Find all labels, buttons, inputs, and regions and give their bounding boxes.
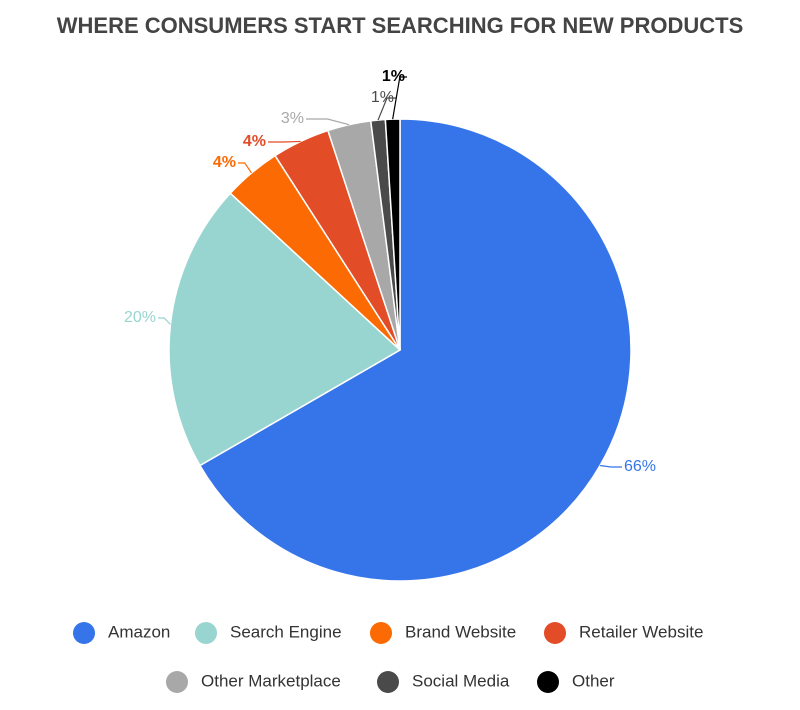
leader-line [392,76,407,120]
legend-marker [377,671,399,693]
chart-title: WHERE CONSUMERS START SEARCHING FOR NEW … [57,13,744,38]
legend-label: Search Engine [230,622,342,641]
legend-marker [537,671,559,693]
legend-marker [370,622,392,644]
data-label: 20% [124,309,156,326]
data-label: 1% [382,68,405,85]
legend-label: Retailer Website [579,622,703,641]
legend-marker [195,622,217,644]
data-label: 4% [213,154,236,171]
leader-line [268,140,301,143]
data-label: 66% [624,458,656,475]
legend-label: Social Media [412,671,510,690]
data-label: 1% [371,89,394,106]
leader-line [599,464,622,468]
legend-marker [166,671,188,693]
legend-marker [73,622,95,644]
pie-slice [198,118,632,582]
legend-label: Other Marketplace [201,671,341,690]
legend-marker [544,622,566,644]
leader-line [377,97,396,121]
leader-line [238,162,253,174]
legend-label: Brand Website [405,622,516,641]
legend-label: Other [572,671,615,690]
data-label: 4% [243,133,266,150]
data-label: 3% [281,110,304,127]
legend-label: Amazon [108,622,170,641]
leader-line [306,118,350,126]
leader-line [158,317,171,325]
